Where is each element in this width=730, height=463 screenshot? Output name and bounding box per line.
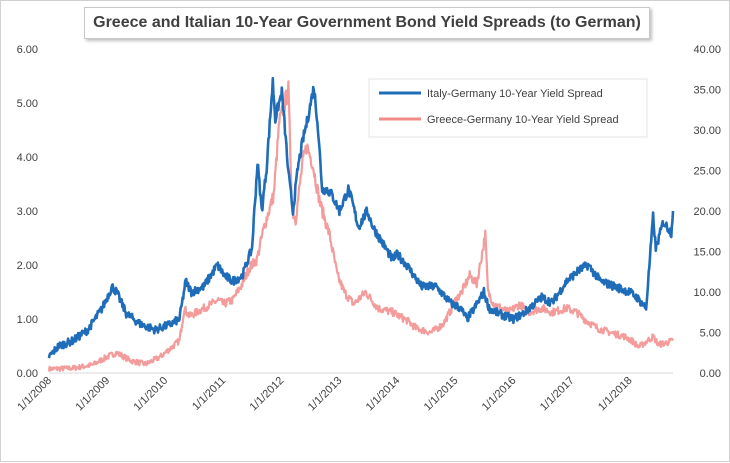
y-right-tick-label: 35.00 — [693, 85, 721, 97]
y-right-tick-label: 25.00 — [693, 166, 721, 178]
legend-label-greece: Greece-Germany 10-Year Yield Spread — [427, 114, 619, 126]
legend-box — [368, 78, 648, 138]
y-left-tick-label: 0.00 — [17, 368, 38, 380]
y-right-tick-label: 10.00 — [693, 287, 721, 299]
series-italy-line — [47, 76, 675, 359]
x-tick-label: 1/1/2008 — [15, 375, 54, 414]
y-left-tick-label: 2.00 — [17, 260, 38, 272]
x-tick-label: 1/1/2017 — [538, 375, 577, 414]
y-right-tick-label: 15.00 — [693, 247, 721, 259]
legend-label-italy: Italy-Germany 10-Year Yield Spread — [427, 88, 603, 100]
x-tick-label: 1/1/2013 — [306, 375, 345, 414]
series-greece-line — [47, 80, 674, 372]
x-tick-label: 1/1/2012 — [248, 375, 287, 414]
y-right-tick-label: 40.00 — [693, 44, 721, 56]
y-right-tick-label: 20.00 — [693, 206, 721, 218]
chart-title: Greece and Italian 10-Year Government Bo… — [84, 7, 650, 39]
x-tick-label: 1/1/2011 — [190, 375, 228, 413]
x-tick-label: 1/1/2010 — [132, 375, 171, 414]
y-left-tick-label: 5.00 — [17, 98, 38, 110]
y-left-tick-label: 6.00 — [17, 44, 38, 56]
x-tick-label: 1/1/2016 — [480, 375, 519, 414]
y-right-tick-label: 5.00 — [700, 328, 721, 340]
y-left-tick-label: 4.00 — [17, 152, 38, 164]
y-left-tick-label: 3.00 — [17, 206, 38, 218]
x-tick-label: 1/1/2018 — [596, 375, 635, 414]
y-left-tick-label: 1.00 — [17, 314, 38, 326]
x-tick-label: 1/1/2014 — [364, 375, 403, 414]
x-tick-label: 1/1/2015 — [422, 375, 461, 414]
y-right-tick-label: 0.00 — [700, 368, 721, 380]
y-right-tick-label: 30.00 — [693, 125, 721, 137]
x-tick-label: 1/1/2009 — [74, 375, 113, 414]
